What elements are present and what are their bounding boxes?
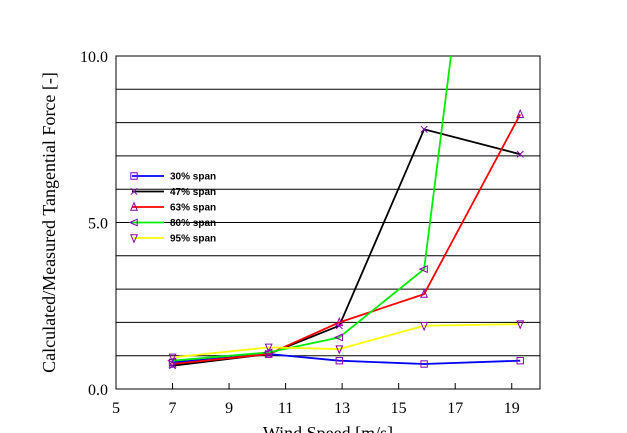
series-line <box>172 323 521 359</box>
data-point <box>420 322 429 332</box>
data-point <box>128 218 138 227</box>
data-point <box>130 201 138 211</box>
x-tick-label: 5 <box>112 400 120 417</box>
data-point <box>333 333 344 342</box>
legend-label: 30% span <box>170 172 216 183</box>
x-tick-label: 17 <box>447 400 463 417</box>
legend-entry: 30% span <box>130 172 216 183</box>
data-point <box>420 288 429 298</box>
x-tick-label: 19 <box>504 400 520 417</box>
legend-entry: 47% span <box>130 187 216 198</box>
data-point <box>167 356 177 365</box>
legend: 30% span 47% span 63% span 80% span 95% span <box>128 172 216 245</box>
data-point <box>264 343 273 353</box>
legend-entry: 95% span <box>130 234 216 245</box>
data-point <box>335 345 344 355</box>
x-tick-label: 15 <box>391 400 407 417</box>
legend-label: 95% span <box>170 234 216 245</box>
series-95-span <box>168 320 525 363</box>
legend-entry: 63% span <box>130 201 216 214</box>
y-tick-label: 10.0 <box>80 49 108 66</box>
y-tick-label: 0.0 <box>88 382 108 399</box>
x-tick-label: 9 <box>225 400 233 417</box>
y-tick-label: 5.0 <box>88 216 108 233</box>
data-point <box>418 265 428 274</box>
data-point <box>335 316 344 327</box>
axis-ticks: 5 7 9 11 13 15 17 19 0.0 5.0 10.0 <box>80 49 520 417</box>
data-point <box>168 353 177 363</box>
series-line <box>172 55 452 362</box>
legend-label: 80% span <box>170 218 216 229</box>
x-tick-label: 7 <box>169 400 177 417</box>
data-point <box>130 187 138 196</box>
data-point <box>516 356 524 365</box>
data-point <box>420 125 428 133</box>
series-63-span <box>168 108 525 368</box>
y-axis-title: Calculated/Measured Tangential Force [-] <box>39 72 59 373</box>
data-point <box>516 320 525 330</box>
legend-label: 63% span <box>170 203 216 214</box>
data-point <box>130 234 138 244</box>
plot-frame <box>115 55 541 390</box>
series-lines <box>167 55 525 370</box>
series-line <box>172 113 522 365</box>
legend-label: 47% span <box>170 187 216 198</box>
x-tick-label: 13 <box>334 400 350 417</box>
x-axis-title: Wind Speed [m/s] <box>263 423 393 433</box>
grid <box>116 88 540 357</box>
data-point <box>516 150 524 158</box>
data-point <box>130 172 138 180</box>
series-line <box>172 128 521 367</box>
data-point <box>516 108 525 118</box>
legend-entry: 80% span <box>128 218 216 229</box>
data-point <box>335 356 344 365</box>
data-point <box>420 360 428 368</box>
x-tick-label: 11 <box>278 400 293 417</box>
